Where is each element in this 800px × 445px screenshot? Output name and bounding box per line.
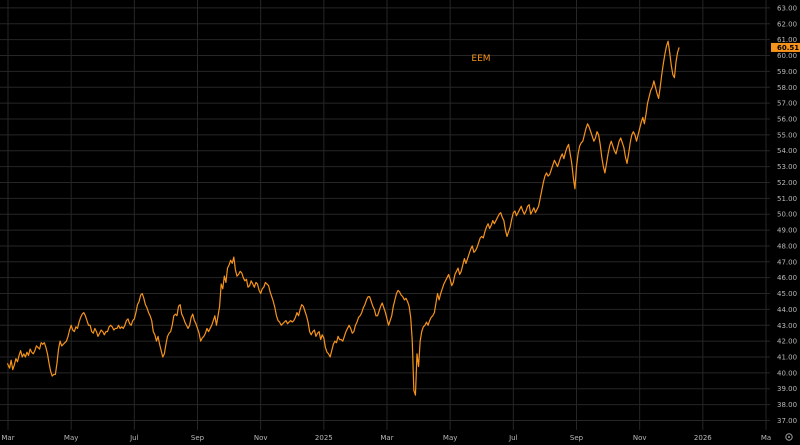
y-tick-label: 63.00 [777, 4, 797, 12]
y-tick-label: 37.00 [777, 417, 797, 425]
y-tick-label: 49.00 [777, 227, 797, 235]
y-axis: 37.00 38.00 39.00 40.00 41.00 42.00 43.00 44.00… [777, 4, 797, 425]
y-tick-label: 43.00 [777, 322, 797, 330]
gear-icon[interactable] [785, 433, 793, 441]
x-tick-label: 2026 [694, 434, 712, 442]
series-line [6, 40, 680, 396]
x-tick-label: May [64, 434, 78, 442]
y-tick-label: 62.00 [777, 20, 797, 28]
y-tick-label: 55.00 [777, 131, 797, 139]
settings-gear[interactable] [785, 433, 793, 441]
x-tick-label: Ma [761, 434, 771, 442]
y-tick-label: 61.00 [777, 36, 797, 44]
y-tick-label: 46.00 [777, 274, 797, 282]
y-tick-label: 52.00 [777, 179, 797, 187]
horizontal-gridlines [0, 7, 770, 421]
y-tick-label: 41.00 [777, 354, 797, 362]
x-tick-label: Mar [380, 434, 393, 442]
y-tick-label: 57.00 [777, 100, 797, 108]
x-tick-label: Mar [1, 434, 14, 442]
y-tick-label: 45.00 [777, 290, 797, 298]
x-tick-label: Sep [570, 434, 584, 442]
vertical-gridlines [7, 0, 767, 430]
y-tick-label: 39.00 [777, 385, 797, 393]
y-tick-label: 51.00 [777, 195, 797, 203]
x-tick-label: 2025 [315, 434, 333, 442]
y-tick-label: 47.00 [777, 258, 797, 266]
x-tick-label: Nov [254, 434, 268, 442]
y-tick-label: 44.00 [777, 306, 797, 314]
series-name-label: EEM [471, 54, 490, 64]
x-axis: Mar May Jul Sep Nov 2025 Mar May Jul Sep Nov 2026 Ma [1, 434, 771, 442]
y-tick-label: 40.00 [777, 369, 797, 377]
y-tick-label: 58.00 [777, 84, 797, 92]
x-tick-label: Jul [508, 434, 518, 442]
last-value-label: 60.51 [777, 44, 799, 52]
y-tick-label: 38.00 [777, 401, 797, 409]
labels-layer: 60.51 EEM [471, 42, 800, 64]
x-tick-label: Jul [129, 434, 139, 442]
y-tick-label: 53.00 [777, 163, 797, 171]
last-value-badge [771, 42, 800, 52]
y-tick-label: 42.00 [777, 338, 797, 346]
y-tick-label: 50.00 [777, 211, 797, 219]
x-tick-label: May [443, 434, 457, 442]
series-layer [6, 40, 680, 396]
y-tick-label: 54.00 [777, 147, 797, 155]
y-tick-label: 48.00 [777, 242, 797, 250]
y-tick-label: 59.00 [777, 68, 797, 76]
y-tick-label: 56.00 [777, 116, 797, 124]
x-tick-label: Sep [191, 434, 205, 442]
gear-icon-center [788, 436, 790, 438]
y-tick-label: 60.00 [777, 52, 797, 60]
x-tick-label: Nov [633, 434, 647, 442]
